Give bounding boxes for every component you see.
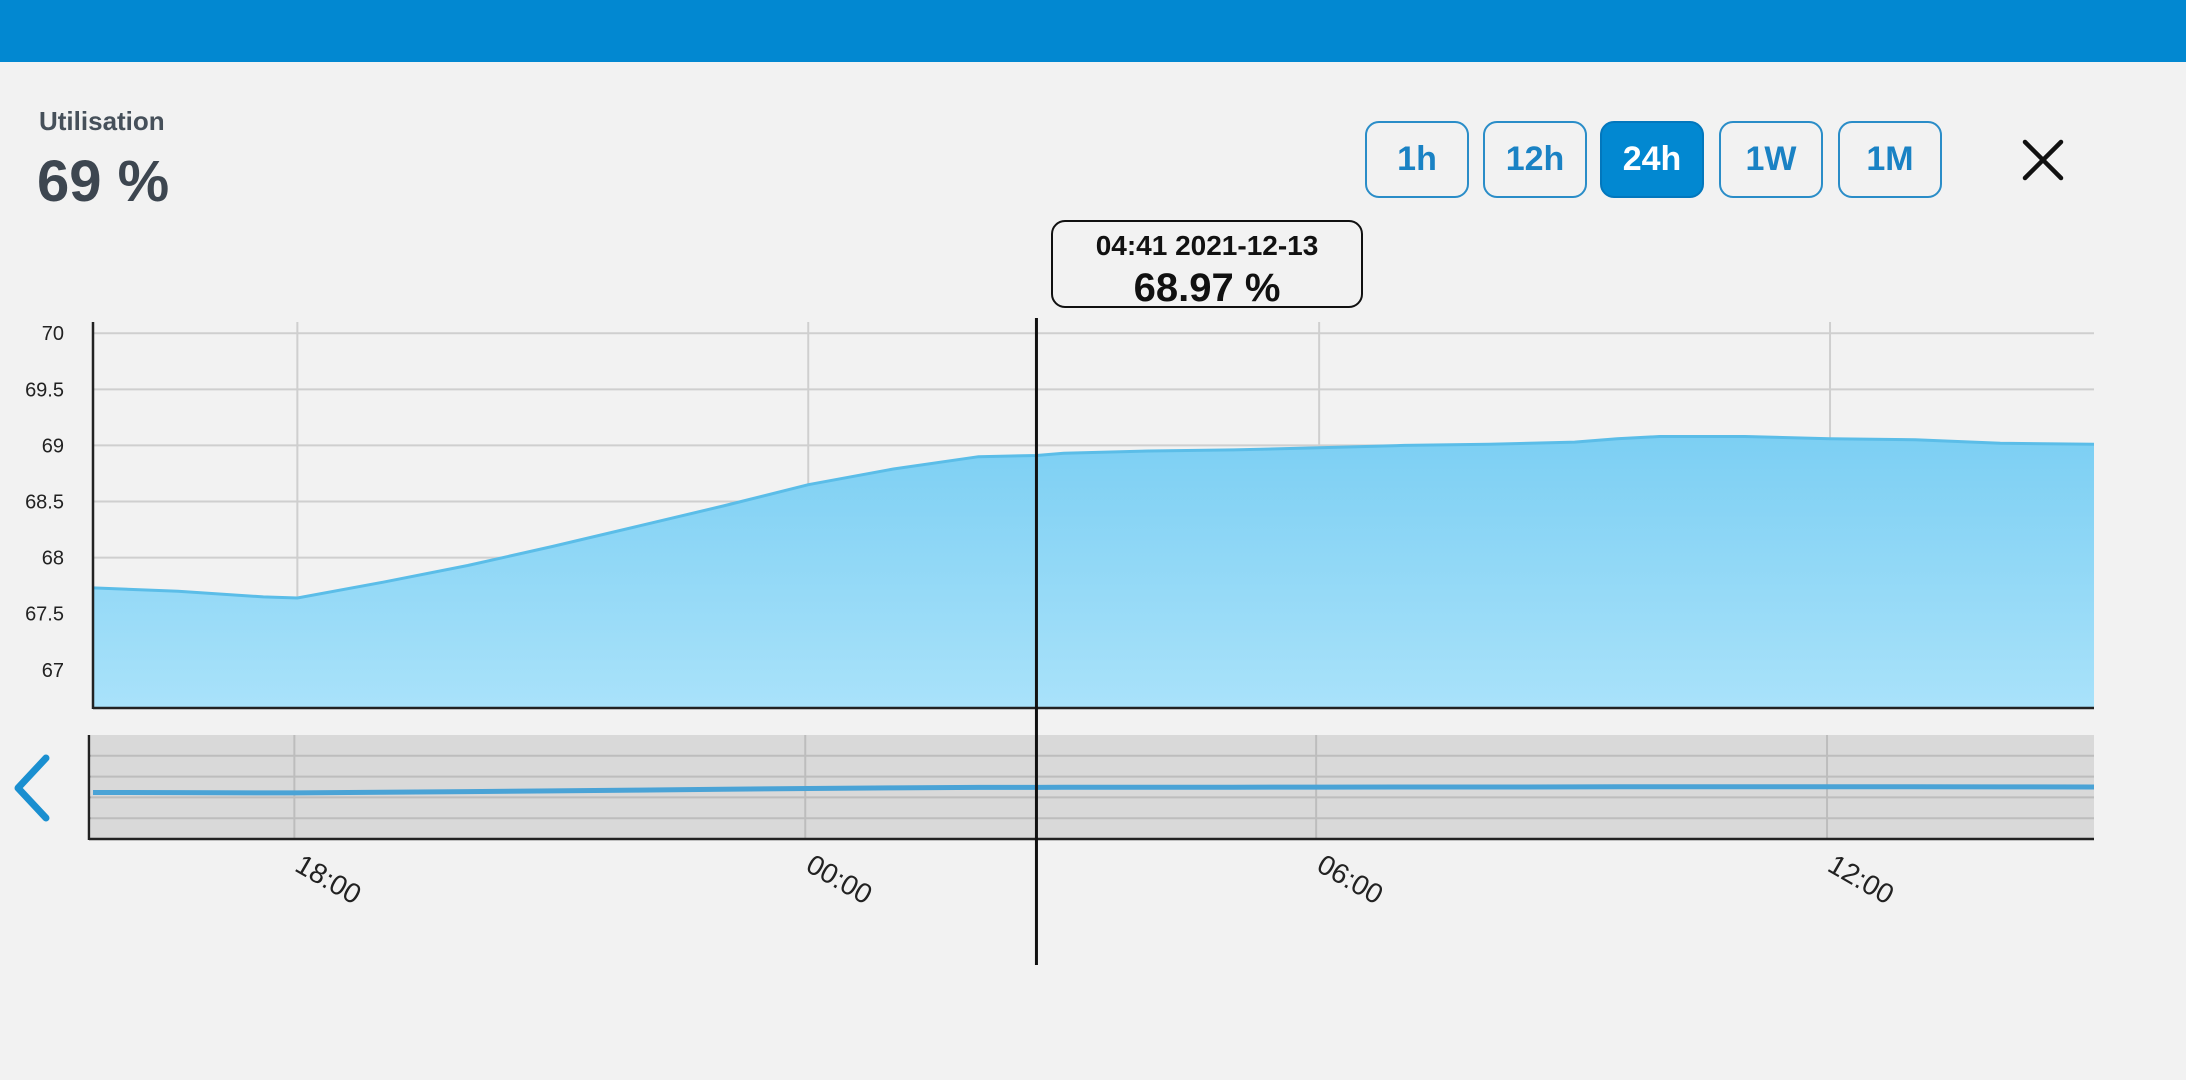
- x-axis-ticks: 18:00 00:00 06:00 12:00: [290, 848, 1899, 910]
- value-tooltip: 04:41 2021-12-13 68.97 %: [1051, 220, 1363, 310]
- x-tick-label: 12:00: [1823, 848, 1899, 910]
- navigator-series-line: [92, 784, 2095, 796]
- area-series: [93, 436, 2094, 708]
- chevron-left-icon: [14, 754, 50, 822]
- x-tick-label: 06:00: [1312, 848, 1388, 910]
- range-button-24h[interactable]: 24h: [1600, 121, 1704, 198]
- close-button[interactable]: [2015, 132, 2071, 188]
- close-icon: [2022, 139, 2064, 181]
- top-bar: [0, 0, 2186, 62]
- range-button-12h[interactable]: 12h: [1483, 121, 1587, 198]
- y-tick-label: 68.5: [25, 492, 64, 514]
- metric-value: 69 %: [37, 149, 170, 214]
- tooltip-value: 68.97 %: [1133, 266, 1281, 310]
- series-line: [92, 435, 2095, 600]
- y-tick-label: 67.5: [25, 604, 64, 626]
- range-button-1h[interactable]: 1h: [1365, 121, 1469, 198]
- y-tick-label: 69: [42, 435, 64, 457]
- range-button-1w[interactable]: 1W: [1719, 121, 1823, 198]
- axes: [87, 322, 2094, 841]
- previous-range-button[interactable]: [8, 750, 56, 826]
- y-tick-label: 70: [42, 323, 64, 345]
- x-tick-label: 00:00: [801, 848, 877, 910]
- range-button-1m[interactable]: 1M: [1838, 121, 1942, 198]
- metric-label: Utilisation: [39, 106, 165, 136]
- y-tick-label: 67: [42, 660, 64, 682]
- y-tick-label: 69.5: [25, 379, 64, 401]
- tooltip-timestamp: 04:41 2021-12-13: [1095, 230, 1319, 261]
- y-tick-label: 68: [42, 548, 64, 570]
- x-tick-label: 18:00: [290, 848, 366, 910]
- y-axis-ticks: 70 69.5 69 68.5 68 67.5 67: [25, 323, 64, 682]
